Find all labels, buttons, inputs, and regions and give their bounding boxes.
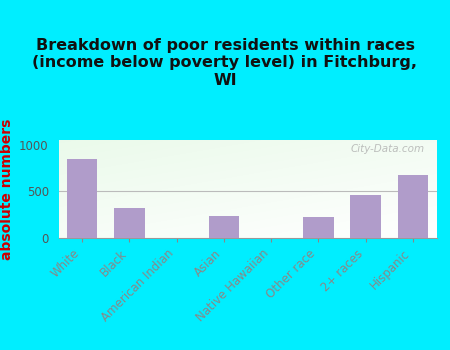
Bar bbox=[397, 175, 428, 238]
Bar bbox=[67, 159, 98, 238]
Bar bbox=[303, 217, 334, 238]
Bar bbox=[114, 208, 145, 238]
Bar bbox=[208, 216, 239, 238]
Text: City-Data.com: City-Data.com bbox=[351, 144, 425, 154]
Y-axis label: absolute numbers: absolute numbers bbox=[0, 118, 14, 260]
Bar bbox=[350, 195, 381, 238]
Text: Breakdown of poor residents within races
(income below poverty level) in Fitchbu: Breakdown of poor residents within races… bbox=[32, 38, 418, 88]
